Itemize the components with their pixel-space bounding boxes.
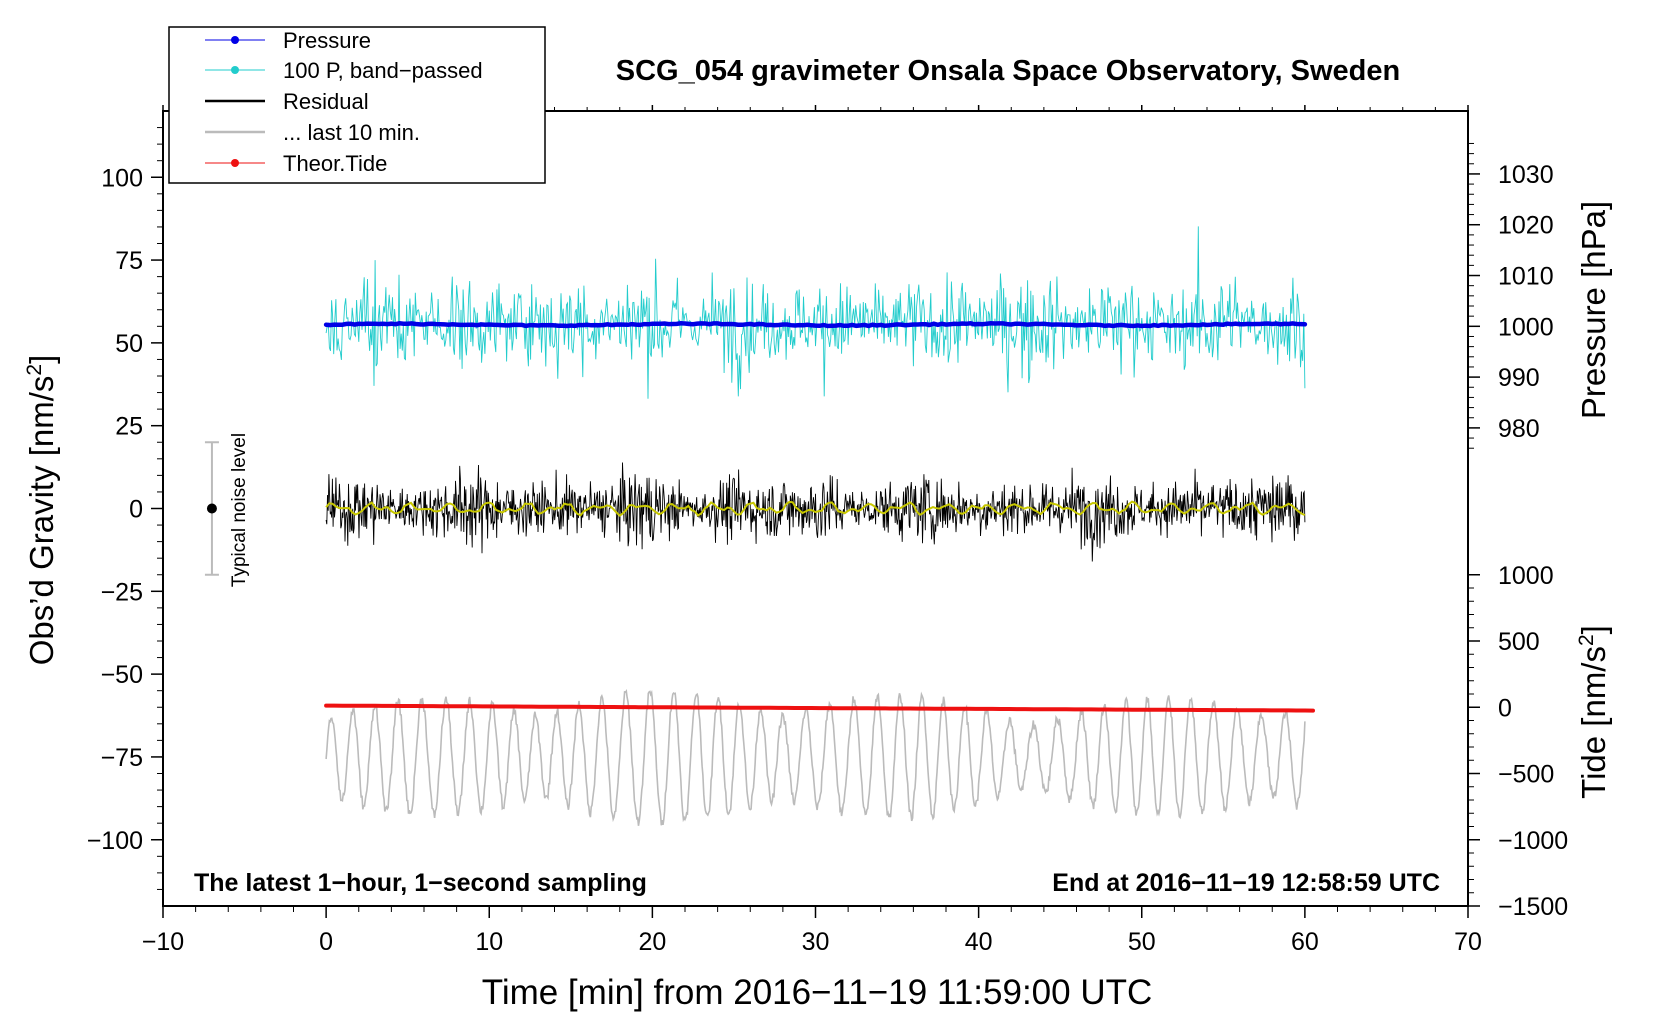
x-tick-label: 50 [1128,928,1156,956]
chart-title: SCG_054 gravimeter Onsala Space Observat… [616,55,1400,87]
y-tide-axis-label-main: Tide [nm/s [1575,646,1612,799]
x-tick-label: 10 [475,928,503,956]
y-left-axis-label: Obs’d Gravity [nm/s2] [23,355,60,666]
legend-entry-residual: Residual [205,89,369,114]
y-left-tick-label: −75 [101,744,143,772]
x-tick-label: −10 [142,928,184,956]
y-left-tick-label: 0 [129,496,143,524]
y-left-tick-label: −25 [101,578,143,606]
legend-entry-bandpassed: 100 P, band−passed [205,58,483,83]
series-bandpassed-line [325,226,1306,399]
annotation-end-time: End at 2016−11−19 12:58:59 UTC [1052,869,1440,897]
y-pressure-tick-label: 980 [1498,415,1540,443]
y-left-tick-label: 25 [115,413,143,441]
y-tide-tick-label: 0 [1498,694,1512,722]
x-tick-label: 0 [319,928,333,956]
annotation-sampling: The latest 1−hour, 1−second sampling [194,869,647,897]
series-residual-smoothed-line [325,500,1306,517]
y-pressure-tick-label: 1010 [1498,263,1554,291]
y-tide-axis-ticks: 1000 500 0 −500 −1000 −1500 [1468,562,1568,921]
legend-label-tide: Theor.Tide [283,151,387,176]
x-tick-label: 40 [965,928,993,956]
x-tick-label: 60 [1291,928,1319,956]
legend-label-bandpassed: 100 P, band−passed [283,58,483,83]
series-last10-line [325,689,1306,826]
y-left-tick-label: 50 [115,330,143,358]
y-tide-tick-label: 500 [1498,628,1540,656]
y-tide-axis-label: Tide [nm/s2] [1575,625,1612,799]
y-tide-tick-label: −1500 [1498,893,1568,921]
legend-marker-tide [231,159,239,167]
noise-level-label: Typical noise level [229,433,250,587]
series-pressure-line [323,321,1308,329]
y-left-tick-label: −100 [87,827,143,855]
y-left-axis-ticks: 100 75 50 25 0 −25 −50 −75 −100 [87,127,163,890]
y-tide-tick-label: 1000 [1498,562,1554,590]
y-left-axis-label-main: Obs’d Gravity [nm/s [23,376,60,666]
y-left-axis-label-end: ] [23,355,60,364]
legend-entry-last10: ... last 10 min. [205,120,420,145]
legend-entry-tide: Theor.Tide [205,151,387,176]
x-tick-label: 20 [638,928,666,956]
noise-level-indicator: Typical noise level [204,433,250,587]
y-tide-tick-label: −1000 [1498,827,1568,855]
legend-marker-bandpassed [231,66,239,74]
x-tick-label: 70 [1454,928,1482,956]
x-tick-label: 30 [802,928,830,956]
series-tide-line [324,703,1315,713]
y-left-tick-label: −50 [101,661,143,689]
noise-bar-dot [206,503,217,514]
legend: Pressure 100 P, band−passed Residual ...… [168,26,546,184]
y-pressure-axis-ticks: 1030 1020 1010 1000 990 980 [1468,142,1554,449]
y-pressure-tick-label: 1020 [1498,212,1554,240]
y-left-axis-label-sup: 2 [23,364,46,376]
y-tide-tick-label: −500 [1498,761,1554,789]
legend-box [168,26,546,184]
legend-marker-pressure [231,36,239,44]
y-pressure-tick-label: 1000 [1498,313,1554,341]
legend-label-pressure: Pressure [283,28,371,53]
y-left-tick-label: 100 [101,164,143,192]
legend-entry-pressure: Pressure [205,28,371,53]
y-pressure-tick-label: 1030 [1498,161,1554,189]
y-tide-axis-label-end: ] [1575,625,1612,634]
legend-label-residual: Residual [283,89,369,114]
legend-label-last10: ... last 10 min. [283,120,420,145]
x-axis-label: Time [min] from 2016−11−19 11:59:00 UTC [482,973,1153,1012]
y-pressure-tick-label: 990 [1498,364,1540,392]
y-pressure-axis-label: Pressure [hPa] [1575,201,1612,419]
series-layer [323,226,1315,826]
y-tide-axis-label-sup: 2 [1575,634,1598,646]
x-axis-ticks: −10 0 10 20 30 40 50 60 70 [142,105,1482,956]
y-left-tick-label: 75 [115,247,143,275]
